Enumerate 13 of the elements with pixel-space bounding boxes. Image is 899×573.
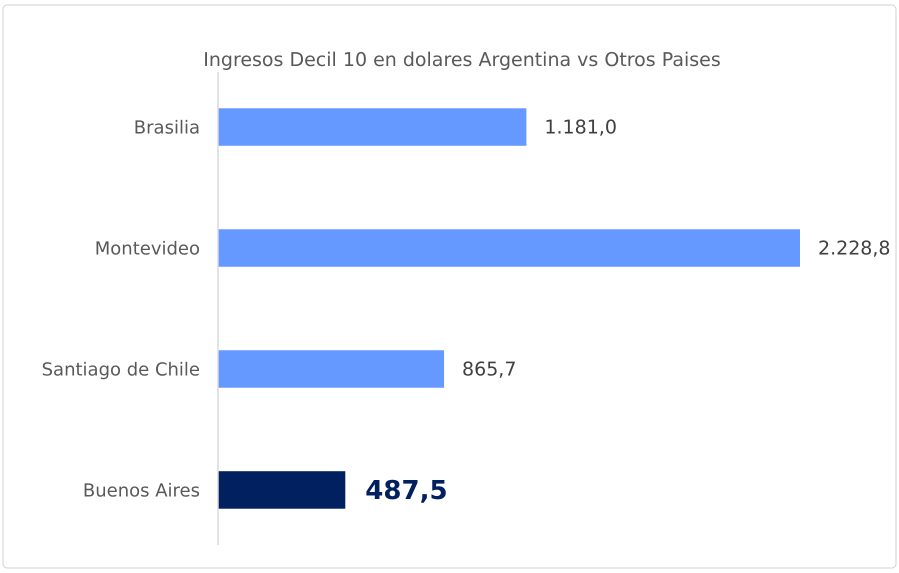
y-tick-label: Montevideo — [94, 238, 200, 260]
y-tick-label: Brasilia — [134, 117, 200, 138]
data-label: 865,7 — [462, 358, 516, 381]
chart-title: Ingresos Decil 10 en dolares Argentina vs Otros Paises — [203, 49, 721, 71]
data-label: 2.228,8 — [818, 238, 891, 260]
y-tick-label: Santiago de Chile — [42, 359, 200, 380]
bar — [218, 108, 526, 146]
bar — [218, 229, 800, 267]
data-label: 487,5 — [365, 476, 448, 506]
data-label: 1.181,0 — [544, 116, 617, 139]
y-tick-label: Buenos Aires — [82, 480, 200, 502]
bar — [218, 350, 444, 388]
bar — [218, 471, 346, 509]
